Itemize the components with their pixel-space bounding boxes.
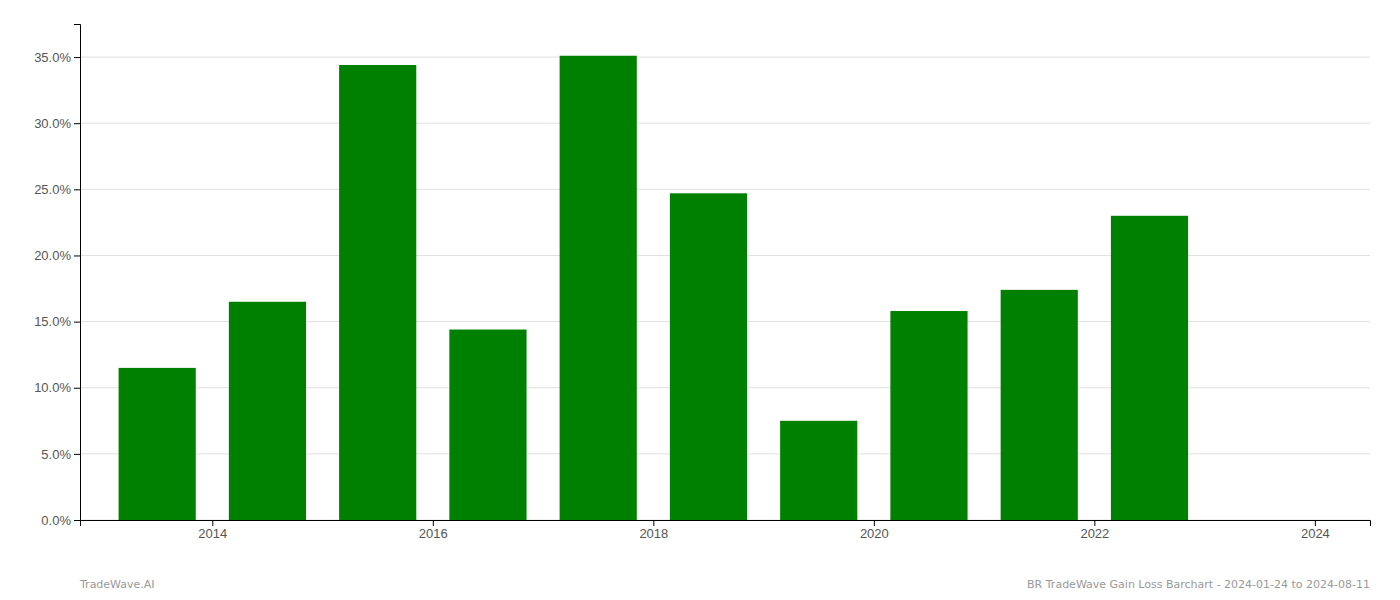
y-tick: 25.0%: [34, 182, 80, 197]
x-tick: 2020: [860, 520, 889, 541]
x-tick-mark: [653, 520, 654, 526]
y-tick: 0.0%: [41, 513, 80, 528]
y-tick-mark: [74, 520, 80, 521]
y-axis: 0.0% 5.0% 10.0% 15.0% 20.0% 25.0% 30.0% 35.0%: [34, 25, 80, 528]
bar: [1111, 216, 1188, 520]
bar: [1001, 290, 1078, 520]
x-tick-label: 2020: [860, 526, 889, 541]
y-tick-mark: [74, 123, 80, 124]
x-tick-mark: [874, 520, 875, 526]
x-tick: 2024: [1301, 520, 1330, 541]
y-tick-label: 25.0%: [34, 182, 71, 197]
chart: 0.0% 5.0% 10.0% 15.0% 20.0% 25.0% 30.0% 35.0% 20…: [0, 0, 1400, 600]
bar: [449, 330, 526, 520]
footer-text: TradeWave.AI: [79, 578, 155, 591]
x-tick-label: 2022: [1080, 526, 1109, 541]
y-tick-mark: [74, 255, 80, 256]
x-tick-label: 2024: [1301, 526, 1330, 541]
x-tick-mark: [433, 520, 434, 526]
bar: [229, 302, 306, 520]
x-tick-label: 2018: [639, 526, 668, 541]
grid-line: [80, 57, 1370, 58]
x-tick-label: 2016: [419, 526, 448, 541]
y-tick-label: 0.0%: [41, 513, 71, 528]
bar: [780, 421, 857, 520]
y-tick: 5.0%: [41, 447, 80, 462]
y-tick-mark: [74, 189, 80, 190]
bar: [339, 65, 416, 520]
y-tick-label: 5.0%: [41, 447, 71, 462]
x-tick: 2018: [639, 520, 668, 541]
bar: [560, 56, 637, 520]
x-tick-label: 2014: [198, 526, 227, 541]
x-tick: 2014: [198, 520, 227, 541]
x-tick-mark: [1094, 520, 1095, 526]
y-tick-mark: [74, 388, 80, 389]
plot: 0.0% 5.0% 10.0% 15.0% 20.0% 25.0% 30.0% 35.0% 20…: [34, 25, 1370, 542]
y-axis-line: [74, 25, 81, 521]
x-tick-mark: [1315, 520, 1316, 526]
y-tick-label: 10.0%: [34, 380, 71, 395]
bars: [119, 56, 1188, 520]
grid-line: [80, 189, 1370, 190]
bar: [890, 311, 967, 520]
y-tick-label: 15.0%: [34, 314, 71, 329]
x-axis-line: [81, 521, 1371, 527]
y-tick: 20.0%: [34, 248, 80, 263]
y-tick-label: 20.0%: [34, 248, 71, 263]
y-tick: 30.0%: [34, 116, 80, 131]
y-tick-mark: [74, 454, 80, 455]
y-tick-label: 30.0%: [34, 116, 71, 131]
y-tick: 10.0%: [34, 380, 80, 395]
footer-text: BR TradeWave Gain Loss Barchart - 2024-0…: [1027, 578, 1370, 591]
grid-line: [80, 123, 1370, 124]
y-tick-mark: [74, 322, 80, 323]
grid: [80, 57, 1370, 520]
x-axis: 2014 2016 2018 2020 2022 2024: [81, 520, 1371, 541]
bar: [119, 368, 196, 520]
y-tick: 35.0%: [34, 50, 80, 65]
y-tick-mark: [74, 57, 80, 58]
bar: [670, 193, 747, 520]
x-tick-mark: [212, 520, 213, 526]
y-tick: 15.0%: [34, 314, 80, 329]
y-tick-label: 35.0%: [34, 50, 71, 65]
x-tick: 2022: [1080, 520, 1109, 541]
x-tick: 2016: [419, 520, 448, 541]
